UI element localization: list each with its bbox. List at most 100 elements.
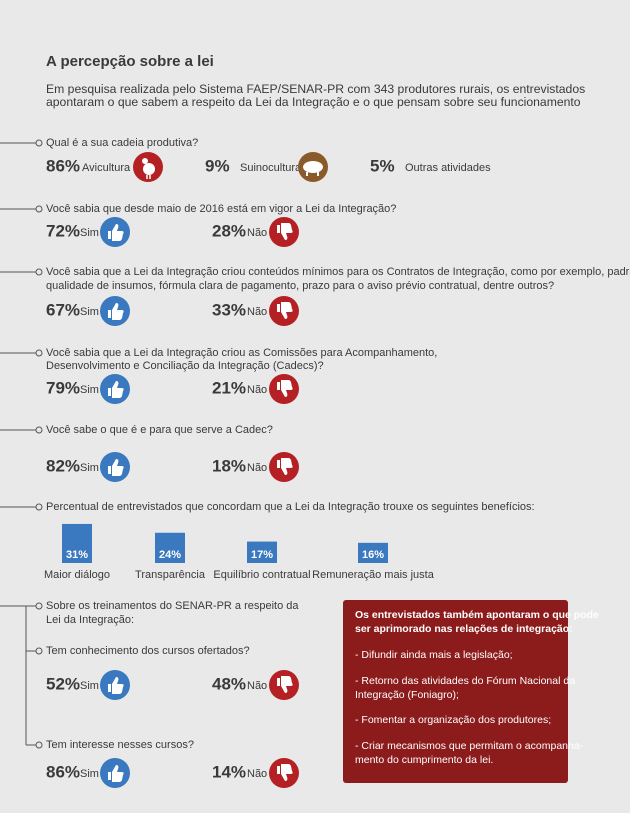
- box-title: Os entrevistados também apontaram o que …: [355, 609, 599, 621]
- percent: 48%: [212, 674, 246, 693]
- box-item: - Criar mecanismos que permitam o acompa…: [355, 740, 584, 752]
- category: Transparência: [135, 569, 206, 581]
- box-item: - Difundir ainda mais a legislação;: [355, 649, 513, 661]
- category: Equilíbrio contratual: [213, 569, 310, 581]
- percent: 82%: [46, 456, 80, 475]
- bar-label: 24%: [159, 549, 181, 561]
- percent: 86%: [46, 762, 80, 781]
- question: qualidade de insumos, fórmula clara de p…: [46, 280, 554, 292]
- bullet: [35, 503, 43, 511]
- shape: [306, 172, 319, 176]
- shape: [146, 175, 151, 179]
- category: Remuneração mais justa: [312, 569, 435, 581]
- up-icon: [100, 758, 130, 788]
- percent: 67%: [46, 300, 80, 319]
- bar-label: 31%: [66, 549, 88, 561]
- answer-label: Sim: [80, 384, 99, 396]
- bar-label: 16%: [362, 549, 384, 561]
- thumb: [108, 381, 124, 398]
- down-icon: [269, 374, 299, 404]
- down-icon: [269, 758, 299, 788]
- answer-label: Sim: [80, 768, 99, 780]
- bar: [62, 523, 92, 563]
- percent: 9%: [205, 156, 230, 175]
- thumb: [277, 764, 293, 781]
- question: Você sabia que a Lei da Integração criou…: [46, 347, 437, 359]
- answer-label: Sim: [80, 227, 99, 239]
- shape: [303, 161, 323, 173]
- bullet: [35, 602, 43, 610]
- box-item: - Retorno das atividades do Fórum Nacion…: [355, 675, 575, 687]
- answer-label: Não: [247, 768, 267, 780]
- bar-label: 17%: [251, 549, 273, 561]
- down-icon: [269, 670, 299, 700]
- answer-label: Não: [247, 462, 267, 474]
- answer-label: Outras atividades: [405, 162, 491, 174]
- down-icon: [269, 296, 299, 326]
- percent: 28%: [212, 221, 246, 240]
- bullet: [35, 741, 43, 749]
- box-title: ser aprimorado nas relações de integraçã…: [355, 623, 573, 635]
- highlight-box: [343, 600, 568, 783]
- question: Você sabe o que é e para que serve a Cad…: [46, 424, 273, 436]
- bar: [155, 532, 185, 563]
- thumb: [108, 677, 124, 694]
- thumb: [108, 224, 124, 241]
- up-icon: [100, 670, 130, 700]
- question: Sobre os treinamentos do SENAR-PR a resp…: [46, 600, 299, 612]
- question: Desenvolvimento e Conciliação da Integra…: [46, 360, 324, 372]
- answer-label: Suinocultura: [240, 162, 302, 174]
- thumb: [108, 765, 124, 782]
- percent: 5%: [370, 156, 395, 175]
- pig-icon: [298, 152, 328, 182]
- thumb: [108, 303, 124, 320]
- percent: 33%: [212, 300, 246, 319]
- down-icon: [269, 452, 299, 482]
- bar: [247, 541, 277, 563]
- thumb: [277, 223, 293, 240]
- bullet: [35, 647, 43, 655]
- bullet: [35, 139, 43, 147]
- question: Você sabia que a Lei da Integração criou…: [46, 266, 630, 278]
- up-icon: [100, 452, 130, 482]
- answer-label: Sim: [80, 680, 99, 692]
- answer-label: Sim: [80, 462, 99, 474]
- question: Tem conhecimento dos cursos ofertados?: [46, 645, 250, 657]
- thumb: [277, 380, 293, 397]
- down-icon: [269, 217, 299, 247]
- percent: 18%: [212, 456, 246, 475]
- intro: Em pesquisa realizada pelo Sistema FAEP/…: [46, 82, 585, 96]
- percent: 52%: [46, 674, 80, 693]
- percent: 21%: [212, 378, 246, 397]
- answer-label: Não: [247, 384, 267, 396]
- answer-label: Avicultura: [82, 162, 131, 174]
- question: Percentual de entrevistados que concorda…: [46, 501, 535, 513]
- bar: [358, 542, 388, 563]
- title: A percepção sobre a lei: [46, 53, 214, 70]
- question: Você sabia que desde maio de 2016 está e…: [46, 203, 396, 215]
- box-item: - Fomentar a organização dos produtores;: [355, 714, 551, 726]
- shape: [142, 158, 148, 164]
- question: Lei da Integração:: [46, 614, 134, 626]
- bullet: [35, 205, 43, 213]
- thumb: [277, 302, 293, 319]
- bullet: [35, 426, 43, 434]
- thumb: [108, 459, 124, 476]
- category: Maior diálogo: [44, 569, 110, 581]
- up-icon: [100, 217, 130, 247]
- bullet: [35, 268, 43, 276]
- bullet: [35, 349, 43, 357]
- percent: 72%: [46, 221, 80, 240]
- chicken-icon: [133, 152, 163, 182]
- thumb: [277, 676, 293, 693]
- percent: 79%: [46, 378, 80, 397]
- question: Tem interesse nesses cursos?: [46, 739, 194, 751]
- answer-label: Não: [247, 680, 267, 692]
- box-item: Integração (Foniagro);: [355, 689, 459, 701]
- up-icon: [100, 374, 130, 404]
- answer-label: Não: [247, 306, 267, 318]
- up-icon: [100, 296, 130, 326]
- thumb: [277, 458, 293, 475]
- shape: [143, 163, 155, 175]
